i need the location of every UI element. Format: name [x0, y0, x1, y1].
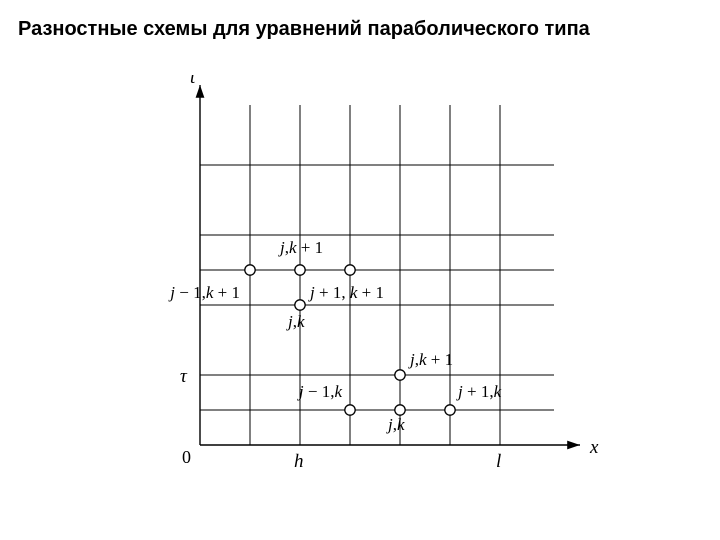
x-axis-label: x — [589, 437, 599, 458]
l-label: l — [496, 451, 501, 472]
node-label: j,k — [286, 312, 305, 331]
node-label: j,k — [386, 415, 405, 434]
x-arrow-icon — [567, 441, 580, 450]
node-label: j,k + 1 — [278, 238, 323, 257]
stencil-node — [295, 265, 305, 275]
stencil-node — [395, 405, 405, 415]
node-label: j − 1,k — [297, 382, 343, 401]
page-title: Разностные схемы для уравнений параболич… — [18, 18, 590, 41]
node-label: j,k + 1 — [408, 350, 453, 369]
node-label: j + 1, k + 1 — [308, 283, 384, 302]
stencil-node — [245, 265, 255, 275]
stencil-node — [395, 370, 405, 380]
origin-label: 0 — [182, 447, 191, 467]
y-arrow-icon — [196, 85, 205, 98]
grid-diagram: xt0hlτj,kj − 1,k + 1j,k + 1j + 1, k + 1j… — [140, 75, 610, 505]
stencil-node — [445, 405, 455, 415]
tau-label: τ — [180, 366, 188, 387]
t-axis-label: t — [190, 75, 196, 88]
node-label: j − 1,k + 1 — [168, 283, 240, 302]
node-label: j + 1,k — [456, 382, 502, 401]
stencil-node — [295, 300, 305, 310]
h-label: h — [294, 451, 304, 472]
stencil-node — [345, 405, 355, 415]
stencil-node — [345, 265, 355, 275]
